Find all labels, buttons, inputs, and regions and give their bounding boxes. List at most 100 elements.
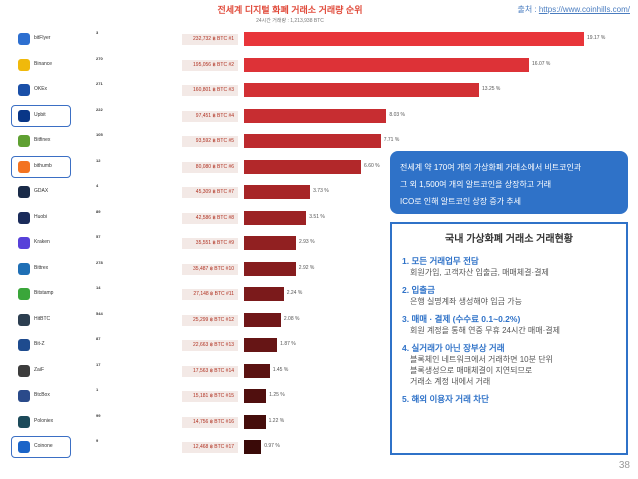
volume-label: 15,181 ฿ BTC #15 — [182, 391, 238, 402]
volume-bar — [244, 440, 262, 454]
exchange-name[interactable]: BtcBox — [34, 392, 50, 398]
pair-count: 4 — [96, 183, 99, 188]
volume-label: 80,080 ฿ BTC #6 — [182, 161, 238, 173]
share-percent: 1.22 % — [268, 417, 285, 424]
volume-bar — [244, 32, 584, 46]
exchange-name[interactable]: Binance — [34, 60, 53, 67]
exchange-name[interactable]: Coinone — [34, 443, 53, 449]
pair-count: 57 — [96, 234, 101, 239]
pair-info: 9 — [96, 438, 196, 444]
exchange-row: Binance 270 195,056 ฿ BTC #2 16.07 % — [8, 53, 630, 77]
share-percent: 3.73 % — [313, 188, 329, 194]
panel-item-heading: 5. 해외 이용자 거래 차단 — [402, 394, 489, 404]
pair-count: 87 — [96, 336, 101, 341]
exchange-name[interactable]: OKEx — [34, 86, 48, 92]
bitflyer-logo — [18, 33, 30, 45]
callout-line-2: 그 외 1,500여 개의 알트코인을 상장하고 거래 — [400, 180, 552, 189]
pair-count: 14 — [96, 285, 101, 290]
exchange-row: HitBTC 544 25,299 ฿ BTC #12 2.08 % — [8, 308, 630, 332]
pair-info: 17 — [96, 362, 196, 368]
bitfinex-logo — [18, 135, 30, 147]
exchange-name[interactable]: GDAX — [34, 188, 49, 194]
btcbox-logo — [18, 390, 30, 402]
pair-count: 89 — [96, 208, 101, 214]
volume-bar — [244, 236, 296, 250]
zaif-logo — [18, 364, 30, 377]
panel-items: 1. 모든 거래업무 전담 회원가입, 고객자산 입출금, 매매체결·결제 2. 입… — [402, 255, 616, 405]
exchange-name[interactable]: Bitstamp — [34, 290, 54, 296]
exchange-row: OKEx 271 160,801 ฿ BTC #3 13.25 % — [8, 78, 630, 102]
exchange-name[interactable]: HitBTC — [34, 315, 51, 322]
panel-item: 4. 실거래가 아닌 장부상 거래 블록체인 네트워크에서 거래하면 10분 단위… — [402, 342, 616, 387]
highlight-box — [11, 104, 71, 127]
panel-item-heading: 4. 실거래가 아닌 장부상 거래 — [402, 343, 505, 353]
share-percent: 2.92 % — [298, 264, 315, 271]
share-percent: 19.17 % — [587, 35, 606, 41]
volume-bar — [244, 210, 307, 225]
exchange-row: bithumb 12 80,080 ฿ BTC #6 6.60 % — [8, 155, 630, 179]
pair-info: 89 — [96, 209, 196, 215]
pair-count: 1 — [96, 387, 99, 392]
pair-info: 3 — [96, 30, 196, 36]
exchange-name[interactable]: Poloniex — [34, 417, 54, 424]
source-link[interactable]: https://www.coinhills.com/ — [538, 5, 630, 14]
chart-subtitle: 24시간 거래량 : 1,213,938 BTC — [256, 18, 324, 24]
panel-item: 1. 모든 거래업무 전담 회원가입, 고객자산 입출금, 매매체결·결제 — [402, 255, 616, 278]
pair-info: 222 — [96, 107, 196, 113]
exchange-name[interactable]: bithumb — [34, 162, 52, 169]
callout-line-3: ICO로 인해 알트코인 상장 증가 추세 — [400, 197, 522, 206]
exchange-name[interactable]: Huobi — [34, 213, 48, 220]
volume-label: 35,551 ฿ BTC #9 — [182, 238, 238, 249]
panel-item-heading: 3. 매매 · 결제 (수수료 0.1~0.2%) — [402, 314, 521, 324]
source-attribution: 출처 : https://www.coinhills.com/ — [517, 4, 630, 15]
volume-label: 14,756 ฿ BTC #16 — [182, 416, 238, 428]
volume-bar — [244, 389, 267, 403]
volume-label: 35,487 ฿ BTC #10 — [182, 263, 238, 275]
share-percent: 16.07 % — [532, 60, 551, 67]
pair-info: 105 — [96, 132, 196, 138]
volume-label: 17,563 ฿ BTC #14 — [182, 365, 238, 377]
pair-info: 57 — [96, 234, 196, 240]
share-percent: 3.51 % — [309, 213, 325, 220]
highlight-box — [11, 436, 71, 458]
exchange-name[interactable]: Kraken — [34, 239, 50, 245]
exchange-row: Bittrex 278 35,487 ฿ BTC #10 2.92 % — [8, 257, 630, 281]
exchange-name[interactable]: bitFlyer — [34, 35, 51, 41]
pair-count: 271 — [96, 81, 103, 86]
bithumb-logo — [18, 160, 30, 173]
volume-label: 45,309 ฿ BTC #7 — [182, 187, 238, 198]
volume-label: 25,299 ฿ BTC #12 — [182, 314, 238, 326]
volume-label: 27,148 ฿ BTC #11 — [182, 289, 238, 300]
exchange-row: Upbit 222 97,451 ฿ BTC #4 8.03 % — [8, 104, 630, 128]
pair-count: 3 — [96, 30, 99, 35]
global-exchange-callout: 전세계 약 170여 개의 가상화폐 거래소에서 비트코인과 그 외 1,500… — [390, 151, 628, 214]
page-number: 38 — [618, 460, 630, 471]
panel-item-body: 블록생성으로 매매체결이 지연되므로 — [410, 366, 533, 375]
volume-label: 22,663 ฿ BTC #13 — [182, 340, 238, 351]
pair-info: 1 — [96, 387, 196, 393]
exchange-name[interactable]: Bit-Z — [34, 341, 45, 347]
domestic-exchange-panel: 국내 가상화폐 거래소 거래현황 1. 모든 거래업무 전담 회원가입, 고객자산… — [390, 222, 628, 455]
exchange-name[interactable]: ZaiF — [34, 366, 44, 373]
coinone-logo — [18, 441, 30, 453]
pair-info: 271 — [96, 81, 196, 87]
pair-count: 9 — [96, 438, 99, 443]
exchange-row: Poloniex 99 14,756 ฿ BTC #16 1.22 % — [8, 410, 630, 434]
share-percent: 6.60 % — [364, 162, 380, 169]
pair-count: 270 — [96, 55, 103, 61]
pair-count: 99 — [96, 412, 101, 418]
pair-info: 278 — [96, 260, 196, 266]
exchange-row: Coinone 9 12,468 ฿ BTC #17 0.97 % — [8, 435, 630, 459]
exchange-name[interactable]: Upbit — [34, 111, 46, 118]
volume-label: 93,592 ฿ BTC #5 — [182, 136, 238, 147]
exchange-row: Bitfinex 105 93,592 ฿ BTC #5 7.71 % — [8, 129, 630, 153]
pair-info: 87 — [96, 336, 196, 342]
exchange-name[interactable]: Bitfinex — [34, 137, 51, 143]
poloniex-logo — [18, 415, 30, 428]
volume-bar — [244, 261, 296, 276]
gdax-logo — [18, 186, 30, 198]
exchange-name[interactable]: Bittrex — [34, 264, 49, 271]
exchange-row: BtcBox 1 15,181 ฿ BTC #15 1.25 % — [8, 384, 630, 408]
volume-bar — [244, 159, 362, 174]
share-percent: 0.97 % — [264, 443, 280, 449]
